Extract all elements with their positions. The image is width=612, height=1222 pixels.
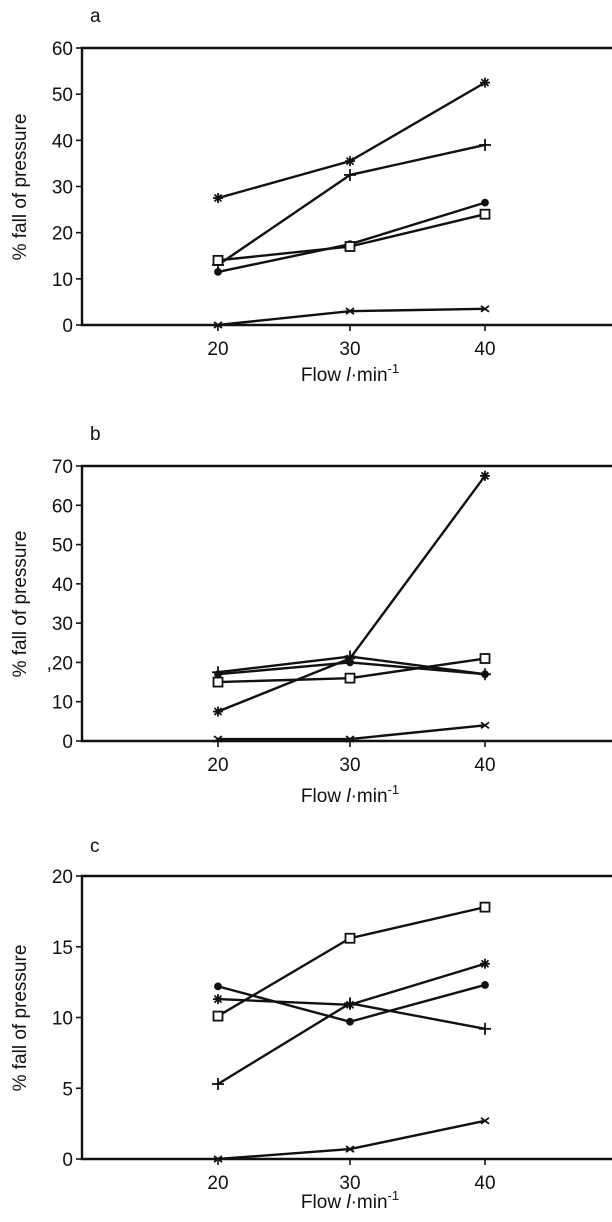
square-marker bbox=[479, 901, 491, 913]
y-tick-label: 40 bbox=[52, 131, 73, 152]
plus-marker bbox=[212, 1078, 224, 1091]
x-tick-label: 40 bbox=[474, 1173, 495, 1194]
axes-frame bbox=[80, 46, 612, 327]
dot-marker bbox=[346, 1017, 354, 1026]
series-square bbox=[212, 208, 491, 266]
y-tick-label: 20 bbox=[52, 224, 73, 245]
panel-label: a bbox=[90, 6, 101, 27]
plus-marker bbox=[479, 1022, 491, 1035]
y-tick-label: 20 bbox=[52, 867, 73, 888]
cross-marker bbox=[345, 307, 355, 315]
x-tick-label: 30 bbox=[339, 1173, 360, 1194]
cross-marker bbox=[480, 721, 490, 730]
dot-marker bbox=[214, 670, 222, 679]
y-tick-label: ,20 bbox=[47, 653, 73, 674]
y-axis-title: % fall of pressure bbox=[10, 531, 31, 678]
asterisk-marker bbox=[213, 706, 223, 717]
axes-frame bbox=[80, 874, 612, 1161]
x-tick-label: 40 bbox=[474, 755, 495, 776]
y-tick-label: 60 bbox=[52, 39, 73, 60]
series-line bbox=[217, 1119, 486, 1161]
series-asterisk bbox=[213, 77, 490, 204]
series-square bbox=[212, 653, 491, 688]
series-dot bbox=[214, 658, 489, 679]
cross-marker bbox=[213, 735, 223, 743]
cross-marker bbox=[345, 1145, 355, 1153]
series-dot bbox=[214, 198, 489, 276]
dot-marker bbox=[214, 982, 222, 991]
square-marker bbox=[212, 676, 224, 688]
panel-label: c bbox=[90, 836, 100, 857]
y-tick-label: 10 bbox=[52, 270, 73, 291]
series-line bbox=[217, 1002, 486, 1086]
cross-marker bbox=[345, 735, 355, 743]
y-tick-label: 50 bbox=[52, 536, 73, 557]
plus-marker bbox=[344, 997, 356, 1010]
cross-marker bbox=[213, 321, 223, 329]
plus-marker bbox=[344, 168, 356, 181]
x-tick-label: 40 bbox=[474, 339, 495, 360]
x-tick-label: 30 bbox=[339, 755, 360, 776]
series-line bbox=[217, 81, 486, 200]
cross-marker bbox=[480, 1117, 490, 1125]
square-marker bbox=[344, 672, 356, 684]
x-tick-label: 20 bbox=[207, 339, 228, 360]
square-marker bbox=[212, 1010, 224, 1022]
square-marker bbox=[479, 208, 491, 220]
y-tick-label: 0 bbox=[62, 1150, 73, 1171]
y-tick-label: 10 bbox=[52, 693, 73, 714]
dot-marker bbox=[481, 981, 489, 989]
panel-label: b bbox=[90, 424, 101, 445]
y-tick-label: 30 bbox=[52, 614, 73, 635]
y-tick-label: 50 bbox=[52, 85, 73, 106]
dot-marker bbox=[214, 268, 222, 276]
asterisk-marker bbox=[480, 470, 490, 481]
series-dot bbox=[214, 981, 489, 1026]
chart-panel-b: b 0 10 ,20 30 40 50 60 70 20 30 40 Flow l·min-1 % fal… bbox=[10, 424, 612, 807]
x-tick-label: 20 bbox=[207, 1173, 228, 1194]
asterisk-marker bbox=[480, 77, 490, 88]
dot-marker bbox=[481, 670, 489, 679]
chart-panel-c: c 0 5 10 15 20 20 30 40 Flow l·min-1 % fall of pre… bbox=[10, 836, 612, 1213]
series-square bbox=[212, 901, 491, 1022]
y-tick-label: 0 bbox=[62, 316, 73, 337]
dot-marker bbox=[481, 198, 489, 207]
series-plus bbox=[212, 997, 491, 1091]
asterisk-marker bbox=[480, 958, 490, 969]
asterisk-marker bbox=[213, 994, 223, 1005]
y-tick-label: 15 bbox=[52, 938, 73, 959]
series-asterisk bbox=[213, 958, 490, 1010]
chart-panel-a: a 0 10 20 30 40 50 60 20 30 40 Flow l·min-1 % fall o… bbox=[10, 6, 612, 386]
asterisk-marker bbox=[345, 156, 355, 167]
square-marker bbox=[212, 254, 224, 266]
x-axis-title: Flow l·min-1 bbox=[301, 361, 399, 386]
y-axis-title: % fall of pressure bbox=[10, 114, 31, 261]
y-tick-label: 40 bbox=[52, 575, 73, 596]
x-axis-title: Flow l·min-1 bbox=[301, 782, 399, 807]
plus-marker bbox=[479, 138, 491, 151]
cross-marker bbox=[480, 305, 490, 313]
y-tick-label: 5 bbox=[62, 1079, 73, 1100]
series-line bbox=[217, 962, 486, 1006]
series-cross bbox=[213, 1117, 490, 1163]
y-tick-label: 60 bbox=[52, 496, 73, 517]
cross-marker bbox=[213, 1155, 223, 1163]
asterisk-marker bbox=[213, 193, 223, 204]
x-tick-label: 20 bbox=[207, 755, 228, 776]
square-marker bbox=[479, 653, 491, 664]
y-tick-label: 30 bbox=[52, 178, 73, 199]
series-cross bbox=[213, 721, 490, 743]
square-marker bbox=[344, 932, 356, 944]
x-tick-label: 30 bbox=[339, 339, 360, 360]
y-tick-label: 10 bbox=[52, 1009, 73, 1030]
y-axis-title: % fall of pressure bbox=[10, 945, 31, 1092]
axes-frame bbox=[80, 464, 612, 743]
y-tick-label: 70 bbox=[52, 457, 73, 478]
series-cross bbox=[213, 305, 490, 329]
square-marker bbox=[344, 241, 356, 252]
x-axis-title: Flow l·min-1 bbox=[301, 1188, 399, 1213]
y-tick-label: 0 bbox=[62, 732, 73, 753]
dot-marker bbox=[346, 658, 354, 667]
